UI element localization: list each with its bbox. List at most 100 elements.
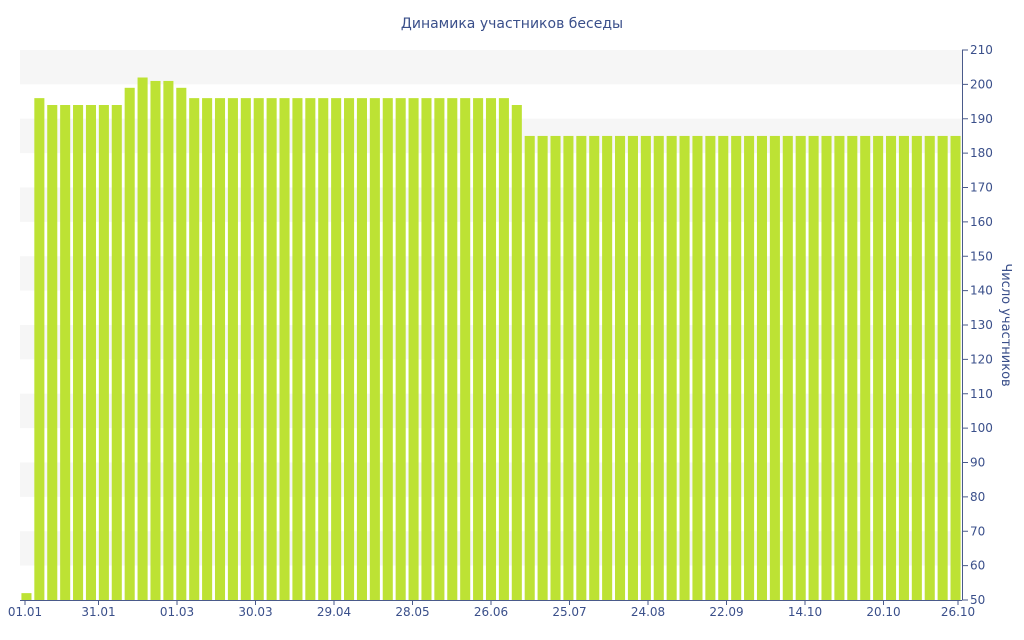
bar[interactable]: [111, 105, 122, 600]
bar[interactable]: [550, 135, 561, 600]
bar[interactable]: [731, 135, 742, 600]
bar[interactable]: [73, 105, 84, 600]
y-tick-label: 190: [970, 112, 993, 126]
bar[interactable]: [434, 98, 445, 600]
bar[interactable]: [137, 77, 148, 601]
bar[interactable]: [498, 98, 509, 600]
bar[interactable]: [898, 135, 909, 600]
bar[interactable]: [808, 135, 819, 600]
bar[interactable]: [202, 98, 213, 600]
bar[interactable]: [924, 135, 935, 600]
bar[interactable]: [666, 135, 677, 600]
bar[interactable]: [769, 135, 780, 600]
bar[interactable]: [240, 98, 251, 600]
bar[interactable]: [421, 98, 432, 600]
bar[interactable]: [253, 98, 264, 600]
bar[interactable]: [653, 135, 664, 600]
bar[interactable]: [47, 105, 58, 600]
bar[interactable]: [782, 135, 793, 600]
x-tick-label: 01.01: [8, 605, 42, 619]
bar[interactable]: [911, 135, 922, 600]
bar[interactable]: [756, 135, 768, 600]
bar[interactable]: [795, 135, 806, 600]
x-tick-label: 26.06: [474, 605, 508, 619]
bar[interactable]: [382, 98, 393, 600]
bar[interactable]: [885, 135, 897, 600]
bar[interactable]: [485, 98, 497, 600]
bar[interactable]: [576, 135, 587, 600]
bar[interactable]: [98, 105, 109, 600]
bar[interactable]: [847, 135, 858, 600]
y-tick-label: 120: [970, 352, 993, 366]
y-tick-label: 200: [970, 77, 993, 91]
bar[interactable]: [821, 135, 832, 600]
y-tick-label: 180: [970, 146, 993, 160]
bar[interactable]: [718, 135, 729, 600]
x-tick-label: 26.10: [941, 605, 975, 619]
bar[interactable]: [524, 135, 535, 600]
bar[interactable]: [331, 98, 342, 600]
bar[interactable]: [266, 98, 277, 600]
bar[interactable]: [950, 135, 961, 600]
bar[interactable]: [214, 98, 226, 600]
bar[interactable]: [150, 80, 161, 600]
bar[interactable]: [447, 98, 458, 600]
bar[interactable]: [627, 135, 638, 600]
y-axis-label: Число участников: [998, 263, 1013, 386]
bar[interactable]: [227, 98, 238, 600]
y-tick-label: 140: [970, 284, 993, 298]
bar[interactable]: [60, 105, 71, 600]
bar[interactable]: [163, 80, 174, 600]
y-tick-label: 130: [970, 318, 993, 332]
y-tick-label: 110: [970, 387, 993, 401]
grid-band: [20, 50, 962, 85]
bar[interactable]: [176, 87, 187, 600]
bar[interactable]: [189, 98, 200, 600]
bar[interactable]: [563, 135, 574, 600]
y-tick-label: 160: [970, 215, 993, 229]
bar[interactable]: [21, 593, 32, 600]
bar[interactable]: [511, 105, 522, 600]
y-tick-label: 90: [970, 456, 985, 470]
y-tick-label: 170: [970, 181, 993, 195]
bar[interactable]: [589, 135, 600, 600]
x-tick-label: 01.03: [160, 605, 194, 619]
x-tick-label: 29.04: [317, 605, 351, 619]
bar[interactable]: [85, 105, 97, 600]
bar[interactable]: [615, 135, 626, 600]
x-tick-label: 28.05: [395, 605, 429, 619]
bar[interactable]: [602, 135, 613, 600]
y-tick-label: 80: [970, 490, 985, 504]
bar[interactable]: [356, 98, 367, 600]
y-tick-label: 210: [970, 43, 993, 57]
bar[interactable]: [318, 98, 329, 600]
x-tick-label: 31.01: [81, 605, 115, 619]
bar[interactable]: [640, 135, 651, 600]
bar[interactable]: [692, 135, 703, 600]
bar[interactable]: [744, 135, 755, 600]
bar[interactable]: [473, 98, 484, 600]
bar[interactable]: [460, 98, 471, 600]
bar[interactable]: [860, 135, 871, 600]
bar[interactable]: [679, 135, 690, 600]
bar[interactable]: [34, 98, 45, 600]
x-ticks-group: 01.01 31.01 01.03 30.03 29.04 28.05 26.06 25.07…: [8, 600, 975, 619]
bars-group: [21, 77, 961, 601]
bar[interactable]: [937, 135, 948, 600]
bar[interactable]: [305, 98, 316, 600]
bar[interactable]: [834, 135, 845, 600]
bar[interactable]: [279, 98, 290, 600]
bar[interactable]: [705, 135, 716, 600]
bar[interactable]: [292, 98, 303, 600]
x-tick-label: 22.09: [709, 605, 743, 619]
bar[interactable]: [344, 98, 355, 600]
bar[interactable]: [395, 98, 406, 600]
bar[interactable]: [873, 135, 884, 600]
bar[interactable]: [369, 98, 380, 600]
bar[interactable]: [537, 135, 548, 600]
x-tick-label: 25.07: [552, 605, 586, 619]
bar[interactable]: [408, 98, 419, 600]
bar[interactable]: [124, 87, 135, 600]
y-tick-label: 150: [970, 249, 993, 263]
